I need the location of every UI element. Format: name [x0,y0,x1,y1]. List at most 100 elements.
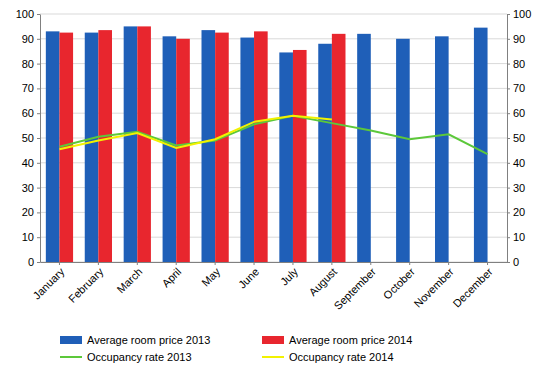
tick: 30 [22,182,40,194]
bar [176,39,190,262]
tick-label: 0 [28,256,34,268]
bar [137,26,151,262]
tick-label: 80 [22,58,34,70]
tick-label: August [306,265,339,298]
legend-label: Average room price 2014 [289,334,412,346]
tick: 50 [507,132,525,144]
axis: 0102030405060708090100 [16,8,41,268]
tick-label: November [411,265,456,310]
tick-label: 10 [22,231,34,243]
tick-mark [507,39,510,40]
bar [46,31,60,262]
tick-mark [448,262,449,265]
tick: February [66,262,106,305]
tick-mark [37,113,40,114]
tick-mark [507,163,510,164]
grid-line [40,14,507,15]
axis-line [41,262,508,263]
tick-label: 70 [513,82,525,94]
tick: 20 [507,206,525,218]
tick: 100 [507,8,531,20]
tick-mark [331,262,332,265]
tick-label: October [381,265,417,301]
tick-label: 90 [22,33,34,45]
tick-mark [254,262,255,265]
bar [254,31,268,262]
legend-label: Occupancy rate 2013 [87,351,192,363]
tick-label: 20 [513,206,525,218]
tick-mark [137,262,138,265]
tick-label: March [114,265,144,295]
tick-label: 60 [513,107,525,119]
tick-label: 0 [513,256,519,268]
tick-label: December [450,265,495,310]
legend-item: Occupancy rate 2013 [60,351,192,363]
tick-label: 60 [22,107,34,119]
tick: 20 [22,206,40,218]
tick-label: February [66,265,106,305]
tick-mark [292,262,293,265]
bar [357,34,371,262]
tick: 60 [507,107,525,119]
tick-label: June [236,265,261,290]
legend-swatch [262,356,284,358]
tick-mark [37,163,40,164]
tick-mark [507,64,510,65]
tick-mark [59,262,60,265]
legend-label: Occupancy rate 2014 [289,351,394,363]
tick-mark [409,262,410,265]
bar [279,52,293,262]
bar [293,50,307,262]
bar [124,26,138,262]
tick-label: July [278,265,301,288]
bar-series [59,26,345,262]
tick: 50 [22,132,40,144]
tick-label: 80 [513,58,525,70]
tick: 60 [22,107,40,119]
legend-swatch [60,356,82,358]
tick: 0 [28,256,40,268]
tick-mark [370,262,371,265]
tick-mark [98,262,99,265]
tick-mark [487,262,488,265]
tick: November [411,262,456,310]
legend-item: Average room price 2013 [60,334,210,346]
tick-mark [37,88,40,89]
plot-area [46,26,488,262]
tick-mark [507,237,510,238]
tick-mark [37,14,40,15]
tick: August [306,262,339,298]
tick: 100 [16,8,40,20]
tick-label: 30 [513,182,525,194]
bar [98,30,112,262]
bar [435,36,449,262]
tick: September [331,262,378,312]
tick: 80 [22,58,40,70]
tick-mark [37,188,40,189]
tick-mark [507,88,510,89]
tick-mark [507,113,510,114]
legend-swatch [262,336,284,344]
legend-swatch [60,336,82,344]
tick-mark [37,64,40,65]
tick-label: 40 [22,157,34,169]
legend-item: Average room price 2014 [262,334,412,346]
tick: 70 [507,82,525,94]
axis: 0102030405060708090100 [507,8,531,268]
tick: May [199,262,223,289]
chart: 0102030405060708090100010203040506070809… [0,0,546,376]
tick-label: May [199,265,223,289]
tick: December [450,262,495,310]
tick: 40 [22,157,40,169]
tick-mark [37,39,40,40]
axis-line [40,15,41,263]
tick-label: 50 [513,132,525,144]
legend: Average room price 2013 Average room pric… [60,334,412,363]
tick-mark [37,138,40,139]
tick-label: April [159,265,183,289]
tick: 10 [507,231,525,243]
tick: April [159,262,183,289]
tick-mark [37,262,40,263]
bar [332,34,346,262]
legend-item: Occupancy rate 2014 [262,351,394,363]
